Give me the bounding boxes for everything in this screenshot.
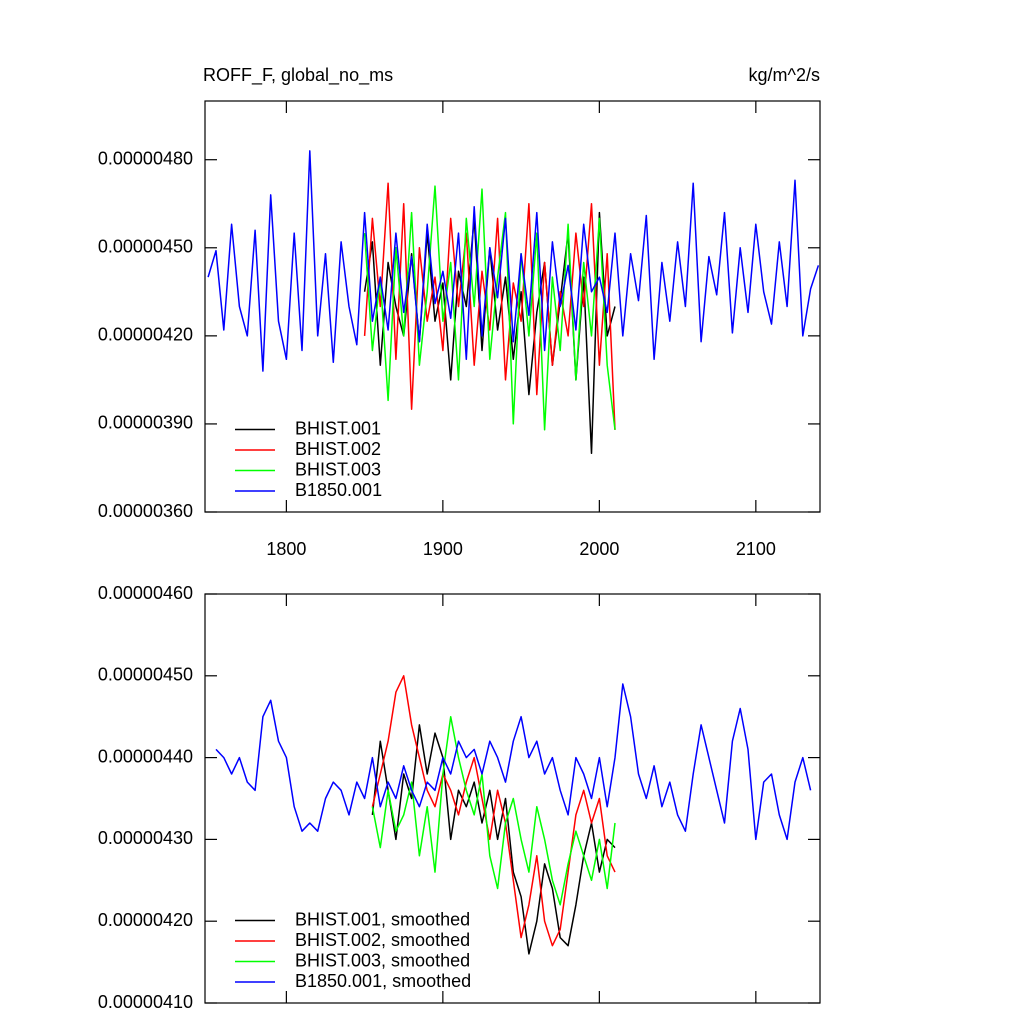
legend-label: B1850.001, smoothed	[295, 971, 471, 991]
legend-label: BHIST.003	[295, 459, 381, 479]
series-line	[207, 150, 820, 372]
x-tick-label: 1800	[266, 539, 306, 559]
plot-frame	[204, 100, 821, 513]
plot-frame	[204, 593, 821, 1004]
legend-label: BHIST.001, smoothed	[295, 909, 470, 929]
series-line	[371, 675, 616, 947]
legend-label: BHIST.002	[295, 439, 381, 459]
y-tick-label: 0.00000480	[98, 148, 193, 168]
y-tick-label: 0.00000460	[98, 583, 193, 603]
x-tick-label: 1900	[423, 539, 463, 559]
x-tick-label: 2000	[579, 539, 619, 559]
y-tick-label: 0.00000420	[98, 325, 193, 345]
units-label: kg/m^2/s	[749, 65, 820, 85]
series-line	[363, 182, 616, 430]
x-tick-label: 2100	[736, 539, 776, 559]
y-tick-label: 0.00000360	[98, 501, 193, 521]
legend-label: BHIST.002, smoothed	[295, 930, 470, 950]
y-tick-label: 0.00000450	[98, 665, 193, 685]
legend-label: BHIST.001	[295, 418, 381, 438]
y-tick-label: 0.00000420	[98, 910, 193, 930]
y-tick-label: 0.00000440	[98, 746, 193, 766]
series-line	[215, 683, 812, 841]
legend-label: BHIST.003, smoothed	[295, 950, 470, 970]
y-tick-label: 0.00000390	[98, 413, 193, 433]
y-tick-label: 0.00000430	[98, 828, 193, 848]
legend-label: B1850.001	[295, 480, 382, 500]
y-tick-label: 0.00000410	[98, 992, 193, 1012]
chart-title: ROFF_F, global_no_ms	[203, 65, 393, 86]
y-tick-label: 0.00000450	[98, 237, 193, 257]
